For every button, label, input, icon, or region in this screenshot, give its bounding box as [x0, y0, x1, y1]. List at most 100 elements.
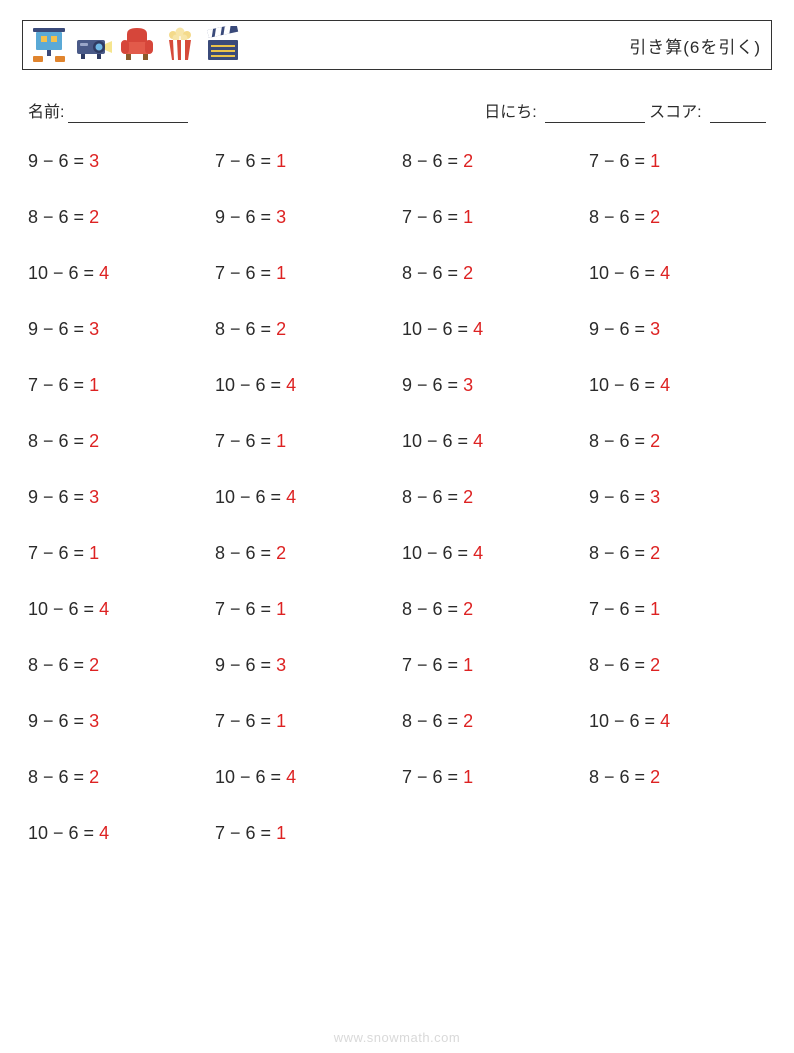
problem: 7 − 6 = 1 [215, 711, 392, 732]
problem-expression: 10 − 6 = [28, 599, 99, 619]
problem-expression: 7 − 6 = [402, 655, 463, 675]
watermark: www.snowmath.com [0, 1030, 794, 1045]
problem-expression: 8 − 6 = [28, 207, 89, 227]
problem: 9 − 6 = 3 [589, 319, 766, 340]
problem: 7 − 6 = 1 [215, 823, 392, 844]
problem-answer: 3 [276, 207, 286, 227]
problem-expression: 10 − 6 = [402, 319, 473, 339]
problem-answer: 2 [463, 151, 473, 171]
problem-answer: 1 [463, 655, 473, 675]
problem-answer: 3 [89, 711, 99, 731]
problem-answer: 1 [650, 151, 660, 171]
problem: 8 − 6 = 2 [402, 599, 579, 620]
problem-answer: 1 [463, 207, 473, 227]
problem-answer: 4 [286, 767, 296, 787]
problem-expression: 7 − 6 = [28, 375, 89, 395]
problem-expression: 7 − 6 = [589, 599, 650, 619]
problem-expression: 9 − 6 = [28, 319, 89, 339]
problem-expression: 8 − 6 = [28, 431, 89, 451]
problem-expression: 9 − 6 = [28, 711, 89, 731]
problem-expression: 8 − 6 = [589, 655, 650, 675]
problem: 8 − 6 = 2 [589, 207, 766, 228]
chair-icon [117, 26, 157, 64]
problem-expression: 9 − 6 = [589, 487, 650, 507]
problems-grid: 9 − 6 = 3 7 − 6 = 1 8 − 6 = 2 7 − 6 = 1 8 − … [28, 151, 766, 844]
problem-expression: 10 − 6 = [589, 711, 660, 731]
problem: 8 − 6 = 2 [589, 543, 766, 564]
problem-expression: 9 − 6 = [589, 319, 650, 339]
popcorn-icon [161, 26, 199, 64]
problem-answer: 1 [276, 599, 286, 619]
problem: 10 − 6 = 4 [215, 375, 392, 396]
header-icons [29, 26, 243, 64]
score-blank[interactable] [710, 104, 766, 123]
problem-expression: 8 − 6 = [402, 151, 463, 171]
problem-answer: 2 [650, 431, 660, 451]
problem-answer: 1 [89, 543, 99, 563]
problem-answer: 4 [660, 263, 670, 283]
problem: 8 − 6 = 2 [402, 487, 579, 508]
problem: 9 − 6 = 3 [28, 487, 205, 508]
problem: 7 − 6 = 1 [28, 543, 205, 564]
problem: 7 − 6 = 1 [28, 375, 205, 396]
problem-expression: 7 − 6 = [215, 151, 276, 171]
problem: 10 − 6 = 4 [215, 487, 392, 508]
problem: 7 − 6 = 1 [215, 431, 392, 452]
problem-answer: 4 [660, 375, 670, 395]
problem-answer: 3 [89, 319, 99, 339]
problem-answer: 2 [463, 487, 473, 507]
date-blank[interactable] [545, 104, 645, 123]
board-icon [29, 26, 69, 64]
problem-expression: 8 − 6 = [402, 487, 463, 507]
meta-row: 名前: 日にち: スコア: [28, 98, 766, 123]
problem-expression: 9 − 6 = [215, 655, 276, 675]
problem-answer: 4 [99, 263, 109, 283]
problem: 8 − 6 = 2 [28, 207, 205, 228]
problem-expression: 8 − 6 = [402, 711, 463, 731]
problem-expression: 10 − 6 = [589, 375, 660, 395]
problem: 7 − 6 = 1 [589, 151, 766, 172]
problem-expression: 7 − 6 = [215, 263, 276, 283]
problem: 9 − 6 = 3 [215, 655, 392, 676]
problem-expression: 7 − 6 = [28, 543, 89, 563]
problem-expression: 8 − 6 = [589, 543, 650, 563]
problem-expression: 10 − 6 = [215, 767, 286, 787]
name-blank[interactable] [68, 104, 188, 123]
problem-expression: 8 − 6 = [589, 431, 650, 451]
problem-expression: 7 − 6 = [402, 207, 463, 227]
name-field: 名前: [28, 98, 188, 123]
problem-answer: 2 [89, 431, 99, 451]
projector-icon [73, 26, 113, 64]
problem-answer: 1 [650, 599, 660, 619]
problem: 8 − 6 = 2 [402, 263, 579, 284]
problem-answer: 2 [650, 655, 660, 675]
problem: 9 − 6 = 3 [215, 207, 392, 228]
problem-expression: 10 − 6 = [589, 263, 660, 283]
problem: 7 − 6 = 1 [402, 655, 579, 676]
problem-expression: 7 − 6 = [589, 151, 650, 171]
problem: 10 − 6 = 4 [28, 263, 205, 284]
problem-answer: 4 [473, 543, 483, 563]
problem-answer: 2 [463, 599, 473, 619]
problem-answer: 2 [463, 263, 473, 283]
clapper-icon [203, 26, 243, 64]
problem-expression: 7 − 6 = [215, 823, 276, 843]
problem-answer: 3 [463, 375, 473, 395]
problem: 8 − 6 = 2 [402, 711, 579, 732]
problem: 9 − 6 = 3 [589, 487, 766, 508]
problem: 9 − 6 = 3 [402, 375, 579, 396]
problem-expression: 8 − 6 = [589, 207, 650, 227]
worksheet-title: 引き算(6を引く) [629, 33, 761, 58]
problem-expression: 10 − 6 = [402, 543, 473, 563]
problem-expression: 8 − 6 = [215, 543, 276, 563]
problem-answer: 4 [99, 599, 109, 619]
score-label: スコア: [649, 104, 701, 121]
problem-expression: 7 − 6 = [215, 599, 276, 619]
problem-expression: 9 − 6 = [215, 207, 276, 227]
problem-answer: 3 [89, 487, 99, 507]
name-label: 名前: [28, 98, 64, 122]
problem-expression: 10 − 6 = [402, 431, 473, 451]
problem-answer: 3 [650, 487, 660, 507]
problem: 8 − 6 = 2 [589, 767, 766, 788]
problem-expression: 7 − 6 = [215, 431, 276, 451]
